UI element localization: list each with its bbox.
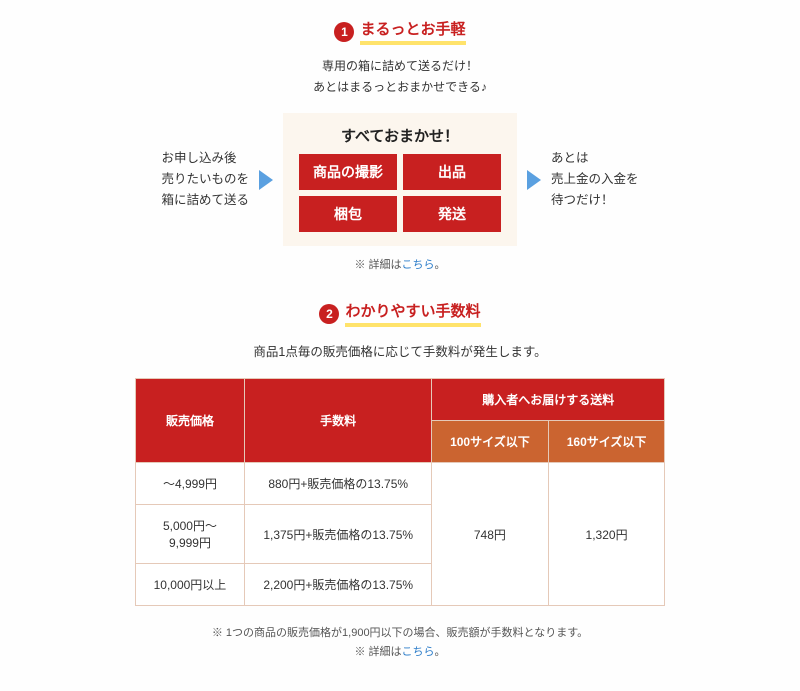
cell-fee: 2,200円+販売価格の13.75% xyxy=(245,564,432,606)
footnote-suffix: 。 xyxy=(435,259,446,271)
cell-fee: 880円+販売価格の13.75% xyxy=(245,463,432,505)
cell-ship160: 1,320円 xyxy=(548,463,665,606)
section-1-number: 1 xyxy=(334,22,354,42)
section-2-header: 2 わかりやすい手数料 xyxy=(20,300,780,327)
col-header-fee: 手数料 xyxy=(245,379,432,463)
flow-row: お申し込み後 売りたいものを 箱に詰めて送る すべておまかせ！ 商品の撮影 出品… xyxy=(20,113,780,246)
chip-shipping: 発送 xyxy=(403,196,501,232)
cell-fee: 1,375円+販売価格の13.75% xyxy=(245,505,432,564)
cell-price: ～4,999円 xyxy=(135,463,245,505)
table-notes: ※ 1つの商品の販売価格が1,900円以下の場合、販売額が手数料となります。 ※… xyxy=(20,624,780,661)
section-2-title: わかりやすい手数料 xyxy=(345,300,480,327)
flow-left-text: お申し込み後 売りたいものを 箱に詰めて送る xyxy=(161,148,249,212)
section-1-header: 1 まるっとお手軽 xyxy=(20,18,780,45)
note2-prefix: ※ 詳細は xyxy=(354,646,401,658)
section-1-footnote: ※ 詳細はこちら。 xyxy=(20,256,780,272)
center-box-title: すべておまかせ！ xyxy=(299,125,501,146)
section-2-subtitle: 商品1点毎の販売価格に応じて手数料が発生します。 xyxy=(20,341,780,360)
flow-right-text: あとは 売上金の入金を 待つだけ！ xyxy=(551,148,639,212)
cell-price: 5,000円～9,999円 xyxy=(135,505,245,564)
detail-link-2[interactable]: こちら xyxy=(402,646,435,658)
flow-left-line-3: 箱に詰めて送る xyxy=(161,190,249,211)
flow-right-line-1: あとは xyxy=(551,148,639,169)
flow-left-line-2: 売りたいものを xyxy=(161,169,249,190)
chip-photo: 商品の撮影 xyxy=(299,154,397,190)
table-row: ～4,999円 880円+販売価格の13.75% 748円 1,320円 xyxy=(135,463,665,505)
col-header-size160: 160サイズ以下 xyxy=(548,421,665,463)
cell-price: 10,000円以上 xyxy=(135,564,245,606)
col-header-size100: 100サイズ以下 xyxy=(432,421,549,463)
chip-listing: 出品 xyxy=(403,154,501,190)
flow-left-line-1: お申し込み後 xyxy=(161,148,249,169)
flow-right-line-3: 待つだけ！ xyxy=(551,190,639,211)
arrow-right-icon xyxy=(527,170,541,190)
fee-table: 販売価格 手数料 購入者へお届けする送料 100サイズ以下 160サイズ以下 ～… xyxy=(135,378,666,606)
cell-ship100: 748円 xyxy=(432,463,549,606)
chip-packing: 梱包 xyxy=(299,196,397,232)
table-note-2: ※ 詳細はこちら。 xyxy=(20,643,780,662)
footnote-prefix: ※ 詳細は xyxy=(354,259,401,271)
section-1-subtitle-2: あとはまるっとおまかせできる♪ xyxy=(20,78,780,95)
detail-link-1[interactable]: こちら xyxy=(402,259,435,271)
section-1-subtitle-1: 専用の箱に詰めて送るだけ！ xyxy=(20,57,780,74)
arrow-right-icon xyxy=(259,170,273,190)
col-header-shipping: 購入者へお届けする送料 xyxy=(432,379,665,421)
section-2-number: 2 xyxy=(319,304,339,324)
col-header-price: 販売価格 xyxy=(135,379,245,463)
section-1-title: まるっとお手軽 xyxy=(360,18,465,45)
center-box: すべておまかせ！ 商品の撮影 出品 梱包 発送 xyxy=(283,113,517,246)
note2-suffix: 。 xyxy=(435,646,446,658)
table-note-1: ※ 1つの商品の販売価格が1,900円以下の場合、販売額が手数料となります。 xyxy=(20,624,780,643)
flow-right-line-2: 売上金の入金を xyxy=(551,169,639,190)
